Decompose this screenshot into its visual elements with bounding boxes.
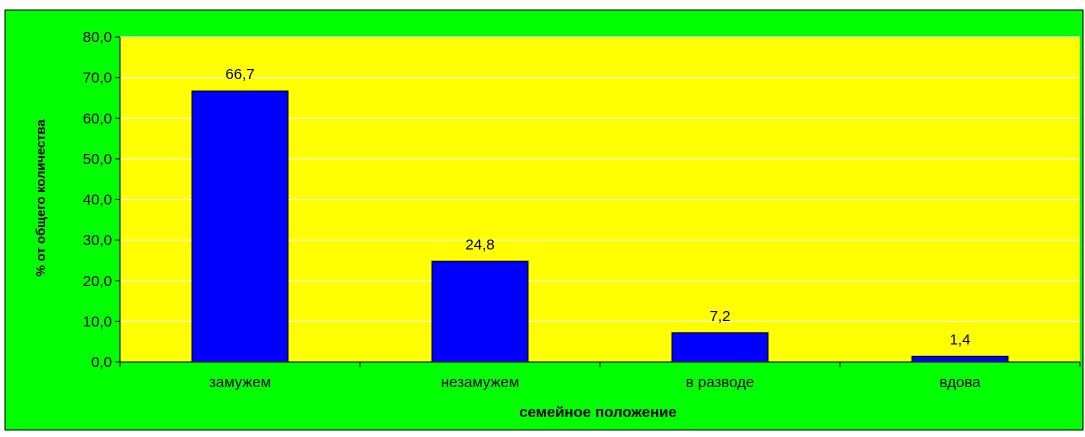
y-tick-label: 20,0 bbox=[83, 273, 112, 290]
x-category-label: вдова bbox=[939, 374, 981, 391]
bar bbox=[431, 260, 529, 363]
x-axis-title: семейное положение bbox=[519, 404, 676, 421]
bar bbox=[191, 90, 289, 363]
y-axis-title: % от общего количества bbox=[33, 119, 48, 277]
y-tick-label: 80,0 bbox=[83, 29, 112, 46]
axes bbox=[115, 36, 1081, 367]
y-tick-label: 40,0 bbox=[83, 192, 112, 209]
bar bbox=[911, 355, 1009, 363]
bars bbox=[191, 90, 1009, 363]
y-tick-label: 60,0 bbox=[83, 110, 112, 127]
y-tick-label: 70,0 bbox=[83, 70, 112, 87]
x-category-label: незамужем bbox=[441, 374, 519, 391]
data-label: 1,4 bbox=[950, 331, 971, 348]
x-category-label: замужем bbox=[209, 374, 271, 391]
data-label: 7,2 bbox=[710, 308, 731, 325]
y-tick-label: 50,0 bbox=[83, 151, 112, 168]
y-tick-label: 0,0 bbox=[91, 354, 112, 371]
labels: 0,0 10,0 20,0 30,0 40,0 50,0 60,0 70,0 80,0 66,7 з… bbox=[83, 29, 981, 391]
bar bbox=[671, 332, 769, 363]
y-tick-label: 30,0 bbox=[83, 232, 112, 249]
x-category-label: в разводе bbox=[686, 374, 754, 391]
data-label: 24,8 bbox=[465, 236, 494, 253]
y-tick-label: 10,0 bbox=[83, 313, 112, 330]
data-label: 66,7 bbox=[225, 66, 254, 83]
